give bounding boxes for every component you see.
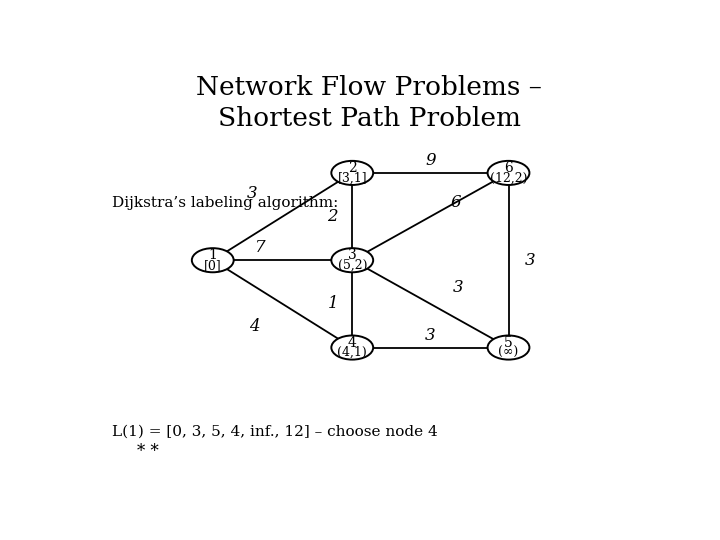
Text: 1: 1 xyxy=(328,295,338,312)
Text: Network Flow Problems –
Shortest Path Problem: Network Flow Problems – Shortest Path Pr… xyxy=(196,75,542,131)
Text: 3: 3 xyxy=(524,252,535,269)
Text: 3: 3 xyxy=(453,279,464,296)
Text: 1: 1 xyxy=(208,248,217,262)
Text: 9: 9 xyxy=(425,152,436,169)
Text: (∞): (∞) xyxy=(498,346,518,359)
Text: 2: 2 xyxy=(348,161,356,175)
Text: L(1) = [0, 3, 5, 4, inf., 12] – choose node 4: L(1) = [0, 3, 5, 4, inf., 12] – choose n… xyxy=(112,424,438,438)
Ellipse shape xyxy=(487,161,529,185)
Text: 5: 5 xyxy=(504,335,513,349)
Text: 2: 2 xyxy=(328,208,338,225)
Text: Dijkstra’s labeling algorithm:: Dijkstra’s labeling algorithm: xyxy=(112,196,338,210)
Ellipse shape xyxy=(331,335,373,360)
Ellipse shape xyxy=(331,161,373,185)
Text: 6: 6 xyxy=(450,193,461,211)
Ellipse shape xyxy=(331,248,373,272)
Text: (12,2): (12,2) xyxy=(490,171,527,184)
Text: 3: 3 xyxy=(425,327,436,345)
Text: 7: 7 xyxy=(255,239,266,256)
Text: 4: 4 xyxy=(348,335,356,349)
Text: 3: 3 xyxy=(246,185,257,202)
Text: [0]: [0] xyxy=(204,259,222,272)
Ellipse shape xyxy=(487,335,529,360)
Text: 4: 4 xyxy=(249,318,260,335)
Text: 3: 3 xyxy=(348,248,356,262)
Text: 6: 6 xyxy=(504,161,513,175)
Ellipse shape xyxy=(192,248,234,272)
Text: (5,2): (5,2) xyxy=(338,259,367,272)
Text: (4,1): (4,1) xyxy=(338,346,367,359)
Text: [3,1]: [3,1] xyxy=(338,171,367,184)
Text: * *: * * xyxy=(138,443,159,460)
